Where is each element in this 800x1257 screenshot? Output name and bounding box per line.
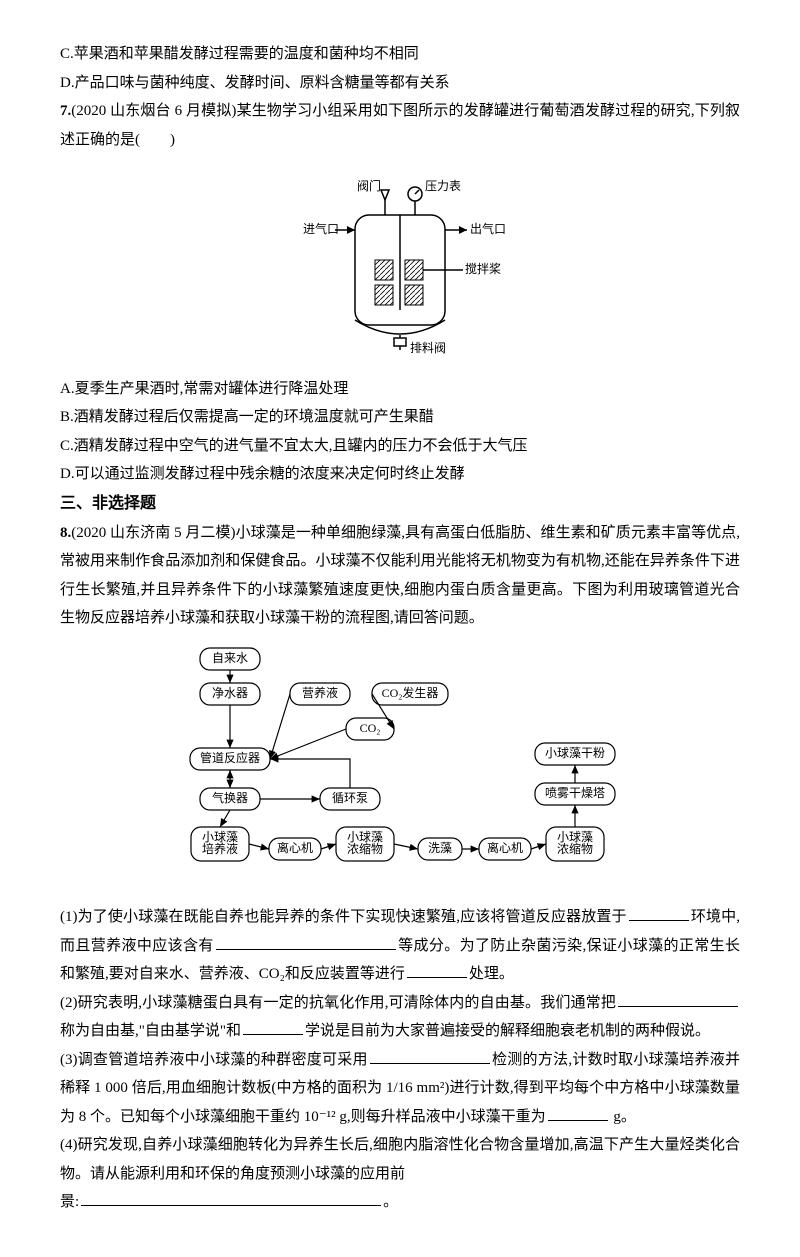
q7-option-d: D.可以通过监测发酵过程中残余糖的浓度来决定何时终止发酵 xyxy=(60,460,740,489)
q8-sub4b: 景: 。 xyxy=(60,1188,740,1217)
q7-option-c: C.酒精发酵过程中空气的进气量不宜太大,且罐内的压力不会低于大气压 xyxy=(60,432,740,461)
q8-4b-label: 景: xyxy=(60,1194,79,1210)
q7-option-a: A.夏季生产果酒时,常需对罐体进行降温处理 xyxy=(60,375,740,404)
q8-1d: 处理。 xyxy=(469,966,514,982)
q8-source: (2020 山东济南 5 月二模) xyxy=(71,525,235,541)
q7-stem: 7.(2020 山东烟台 6 月模拟)某生物学习小组采用如下图所示的发酵罐进行葡… xyxy=(60,97,740,154)
q8-1a: (1)为了使小球藻在既能自养也能异养的条件下实现快速繁殖,应该将管道反应器放置于 xyxy=(60,909,627,925)
flow-label-tap: 自来水 xyxy=(212,651,248,665)
flow-label-spray: 喷雾干燥塔 xyxy=(545,786,605,800)
pressure-label: 压力表 xyxy=(425,179,461,193)
flow-label-powder: 小球藻干粉 xyxy=(545,746,605,760)
fermenter-diagram: 阀门 压力表 进气口 出气口 xyxy=(285,160,515,360)
flow-label-nutrient: 营养液 xyxy=(302,685,338,700)
flow-label-pump: 循环泵 xyxy=(332,791,368,805)
stirrer-label: 搅拌桨 xyxy=(465,261,501,276)
q8-figure: 自来水净水器营养液CO₂发生器CO₂管道反应器气换器循环泵小球藻培养液离心机小球… xyxy=(60,639,740,900)
flow-edge xyxy=(270,694,290,759)
q8-4c: 。 xyxy=(383,1194,398,1210)
option-d-top: D.产品口味与菌种纯度、发酵时间、原料含糖量等都有关系 xyxy=(60,69,740,98)
q7-source: (2020 山东烟台 6 月模拟) xyxy=(71,103,236,119)
flow-label-culture: 培养液 xyxy=(202,841,238,856)
flow-label-wash: 洗藻 xyxy=(428,841,452,855)
q7-figure: 阀门 压力表 进气口 出气口 xyxy=(60,160,740,371)
outlet-label: 出气口 xyxy=(470,221,506,236)
q7-number: 7. xyxy=(60,103,71,119)
valve-label: 阀门 xyxy=(357,178,381,193)
q8-4a: (4)研究发现,自养小球藻细胞转化为异养生长后,细胞内脂溶性化合物含量增加,高温… xyxy=(60,1137,740,1182)
flow-label-co2gen: CO₂发生器 xyxy=(382,685,439,700)
q8-3a: (3)调查管道培养液中小球藻的种群密度可采用 xyxy=(60,1052,368,1068)
blank-radical xyxy=(618,991,738,1007)
blank-env xyxy=(629,905,689,921)
q8-2a: (2)研究表明,小球藻糖蛋白具有一定的抗氧化作用,可清除体内的自由基。我们通常把 xyxy=(60,995,616,1011)
option-c-top: C.苹果酒和苹果醋发酵过程需要的温度和菌种均不相同 xyxy=(60,40,740,69)
q8-2b: 称为自由基,"自由基学说"和 xyxy=(60,1023,241,1039)
q8-sub3: (3)调查管道培养液中小球藻的种群密度可采用检测的方法,计数时取小球藻培养液并稀… xyxy=(60,1046,740,1132)
blank-prospect xyxy=(81,1190,381,1206)
flow-edge xyxy=(249,844,269,849)
flow-label-cent1: 离心机 xyxy=(277,840,313,855)
flow-label-purifier: 净水器 xyxy=(212,686,248,700)
flow-label-conc2: 浓缩物 xyxy=(557,841,593,856)
flow-label-co2: CO₂ xyxy=(360,721,381,735)
discharge-label: 排料阀 xyxy=(410,341,446,355)
blank-theory xyxy=(243,1019,303,1035)
flow-label-reactor: 管道反应器 xyxy=(200,750,260,765)
blank-treatment xyxy=(407,962,467,978)
q8-3c: g。 xyxy=(610,1109,636,1125)
flow-edge xyxy=(394,844,418,849)
q8-2c: 学说是目前为大家普遍接受的解释细胞衰老机制的两种假说。 xyxy=(305,1023,710,1039)
flow-edge xyxy=(531,844,546,849)
flow-edge xyxy=(270,729,346,759)
q8-sub4: (4)研究发现,自养小球藻细胞转化为异养生长后,细胞内脂溶性化合物含量增加,高温… xyxy=(60,1131,740,1188)
blank-method xyxy=(370,1048,490,1064)
q8-sub1: (1)为了使小球藻在既能自养也能异养的条件下实现快速繁殖,应该将管道反应器放置于… xyxy=(60,903,740,989)
flow-label-exchanger: 气换器 xyxy=(212,790,248,805)
page: C.苹果酒和苹果醋发酵过程需要的温度和菌种均不相同 D.产品口味与菌种纯度、发酵… xyxy=(0,0,800,1257)
flowchart-diagram: 自来水净水器营养液CO₂发生器CO₂管道反应器气换器循环泵小球藻培养液离心机小球… xyxy=(120,639,680,889)
section-3-heading: 三、非选择题 xyxy=(60,489,740,519)
q8-number: 8. xyxy=(60,525,71,541)
flow-label-cent2: 离心机 xyxy=(487,840,523,855)
blank-mass xyxy=(548,1105,608,1121)
inlet-label: 进气口 xyxy=(303,221,339,236)
flow-label-conc1: 浓缩物 xyxy=(347,841,383,856)
q8-sub2: (2)研究表明,小球藻糖蛋白具有一定的抗氧化作用,可清除体内的自由基。我们通常把… xyxy=(60,989,740,1046)
flow-edge xyxy=(220,810,230,827)
flow-edge xyxy=(321,844,336,849)
blank-ingredients xyxy=(216,934,396,950)
q7-option-b: B.酒精发酵过程后仅需提高一定的环境温度就可产生果醋 xyxy=(60,403,740,432)
q8-stem: 8.(2020 山东济南 5 月二模)小球藻是一种单细胞绿藻,具有高蛋白低脂肪、… xyxy=(60,519,740,633)
